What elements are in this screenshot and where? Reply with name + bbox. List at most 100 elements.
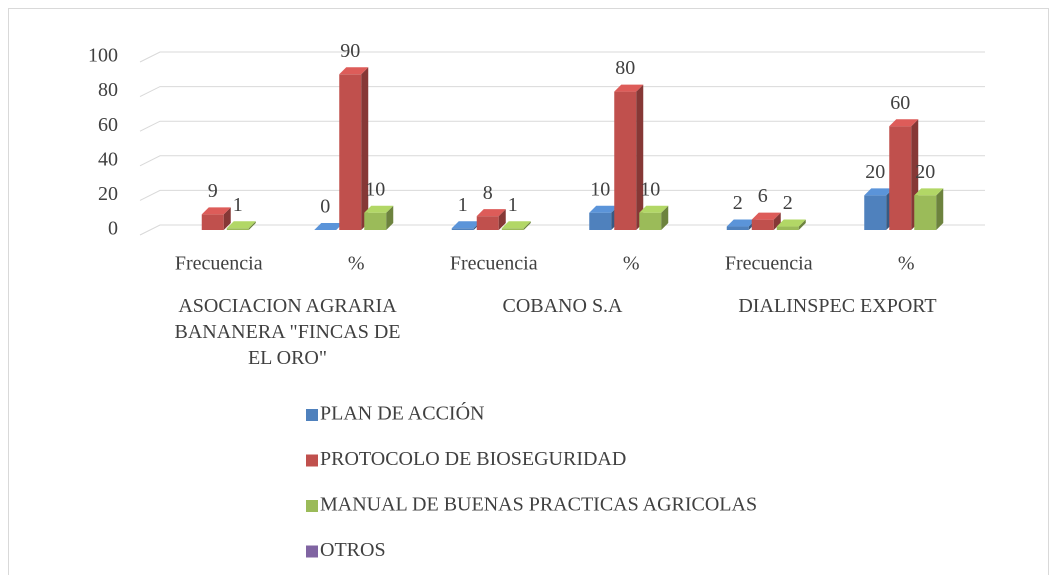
- bar-front: [614, 91, 637, 230]
- legend-swatch: [306, 454, 318, 467]
- bar-side: [523, 221, 531, 230]
- bar-side: [223, 207, 231, 230]
- bar: [914, 188, 944, 230]
- value-label: 10: [640, 178, 660, 200]
- legend-label: PLAN DE ACCIÓN: [320, 401, 484, 425]
- grid-line: [139, 86, 985, 98]
- bar-side: [636, 84, 644, 230]
- bar-top: [589, 205, 619, 213]
- bar-front: [589, 212, 612, 230]
- bar-top: [776, 219, 806, 227]
- bar: [226, 221, 256, 230]
- y-tick-label: 0: [108, 218, 118, 240]
- value-label: 10: [590, 178, 610, 200]
- bar-top: [889, 119, 919, 127]
- value-label: 20: [865, 161, 885, 183]
- y-tick-label: 20: [98, 183, 118, 205]
- grid-line: [139, 189, 985, 201]
- group-label: COBANO S.A: [502, 295, 623, 317]
- bar: [776, 219, 806, 230]
- bar-side: [248, 221, 256, 230]
- bar: [589, 205, 619, 230]
- bar-top: [864, 188, 894, 196]
- bar-side: [498, 209, 506, 230]
- bar-side: [936, 188, 944, 230]
- bar-top: [476, 209, 506, 217]
- value-label: 6: [758, 185, 768, 207]
- y-tick-label: 60: [98, 114, 118, 136]
- grid-line: [139, 51, 985, 63]
- legend-swatch: [306, 545, 318, 558]
- value-label: 10: [365, 178, 385, 200]
- bar-top: [751, 212, 781, 220]
- chart-frame: [8, 8, 1049, 575]
- bar: [889, 119, 919, 230]
- bar: [339, 67, 369, 230]
- bar-front: [476, 216, 499, 230]
- value-label: 1: [508, 194, 518, 216]
- value-label: 60: [890, 92, 910, 114]
- bar-top: [339, 67, 369, 75]
- y-tick-label: 40: [98, 148, 118, 170]
- bar: [364, 205, 394, 230]
- bar-side: [798, 219, 806, 230]
- value-label: 90: [340, 40, 360, 62]
- value-label: 80: [615, 57, 635, 79]
- bar: [476, 209, 506, 230]
- bar: [864, 188, 894, 230]
- bar-side: [661, 205, 669, 230]
- value-label: 9: [208, 180, 218, 202]
- y-tick-label: 100: [88, 45, 118, 67]
- x-tick-label: %: [898, 253, 915, 275]
- bar-top: [314, 223, 344, 230]
- bar-side: [773, 212, 781, 230]
- value-label: 0: [320, 196, 330, 218]
- y-tick-label: 80: [98, 79, 118, 101]
- bar-top: [226, 221, 256, 229]
- bar: [451, 221, 481, 230]
- bar-top: [501, 221, 531, 229]
- grid-line: [139, 224, 985, 236]
- bar-top: [201, 207, 231, 215]
- bar-front: [914, 195, 937, 230]
- value-label: 2: [733, 192, 743, 214]
- bar-top: [639, 205, 669, 213]
- legend-swatch: [306, 409, 318, 421]
- legend-label: PROTOCOLO DE BIOSEGURIDAD: [320, 448, 626, 470]
- bar-front: [751, 219, 774, 230]
- bar-top: [914, 188, 944, 196]
- bar-front: [201, 214, 224, 230]
- x-tick-label: Frecuencia: [725, 253, 813, 275]
- bar-front: [889, 126, 912, 230]
- value-label: 1: [233, 194, 243, 216]
- x-tick-label: Frecuencia: [450, 253, 538, 275]
- bar-front: [226, 228, 249, 230]
- bar-front: [451, 228, 474, 230]
- value-label: 20: [915, 161, 935, 183]
- bar-front: [639, 212, 662, 230]
- bar: [639, 205, 669, 230]
- value-label: 2: [783, 192, 793, 214]
- legend-swatch: [306, 500, 318, 512]
- bar-front: [726, 226, 749, 230]
- bar-top: [364, 205, 394, 213]
- group-label: ASOCIACION AGRARIA BANANERA "FINCAS DE E…: [174, 295, 401, 369]
- bar-top: [451, 221, 481, 229]
- group-label: DIALINSPEC EXPORT: [738, 295, 937, 317]
- bar-front: [339, 74, 362, 230]
- bar: [751, 212, 781, 230]
- bar: [614, 84, 644, 230]
- legend-label: OTROS: [320, 539, 386, 561]
- x-tick-label: Frecuencia: [175, 253, 263, 275]
- bar-front: [501, 228, 524, 230]
- x-tick-label: %: [623, 253, 640, 275]
- bar-side: [361, 67, 369, 230]
- value-label: 1: [458, 194, 468, 216]
- bar-front: [776, 226, 799, 230]
- bar-front: [864, 195, 887, 230]
- legend-label: MANUAL DE BUENAS PRACTICAS AGRICOLAS: [320, 494, 757, 516]
- bar: [726, 219, 756, 230]
- bar-top: [726, 219, 756, 227]
